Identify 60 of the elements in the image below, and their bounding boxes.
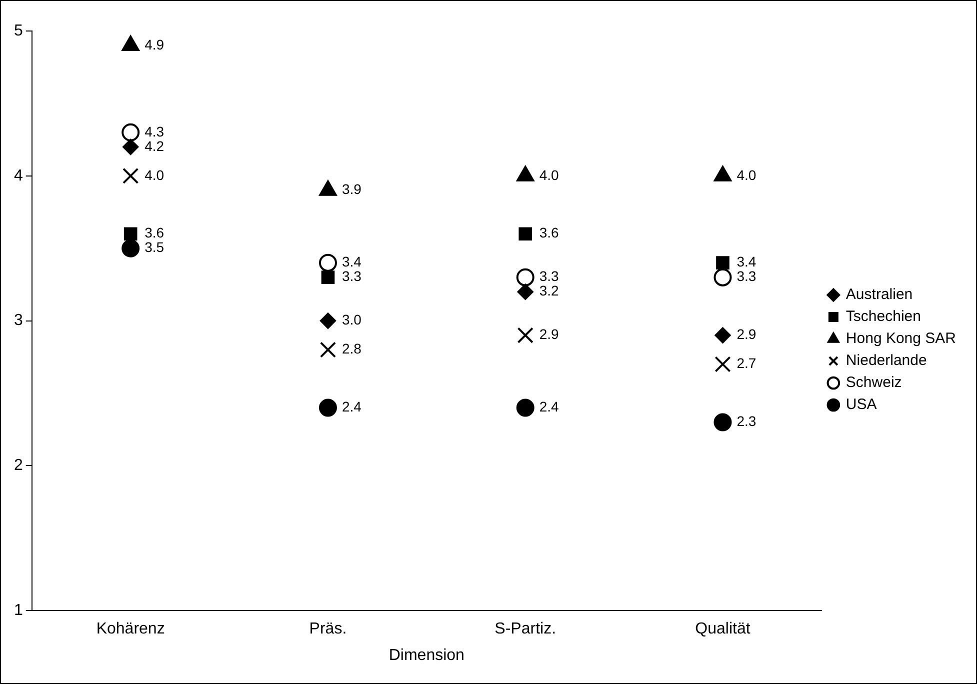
legend-label: Schweiz: [846, 374, 902, 392]
data-label: 3.5: [144, 239, 164, 256]
point: [318, 398, 337, 417]
point: [516, 398, 534, 417]
point: [714, 413, 732, 432]
y-tick-label: 4: [14, 167, 23, 184]
data-label: 4.9: [144, 36, 164, 52]
y-tick-label: 3: [14, 312, 23, 330]
point: [320, 312, 336, 329]
x-tick-label: S-Partiz.: [494, 620, 556, 638]
data-label: 2.4: [342, 398, 362, 415]
legend-label: Australien: [846, 286, 913, 304]
data-label: 3.6: [144, 224, 164, 241]
data-label: 4.2: [144, 138, 164, 154]
data-label: 2.7: [736, 355, 756, 372]
data-label: 3.0: [342, 312, 362, 328]
legend-label: Niederlande: [846, 352, 927, 370]
data-label: 2.3: [736, 413, 756, 430]
point: [122, 138, 139, 155]
point: [122, 239, 140, 258]
point: [124, 227, 138, 241]
x-tick-label: Qualität: [695, 620, 751, 638]
data-label: 3.6: [539, 224, 560, 241]
x-tick-label: Kohärenz: [96, 620, 165, 638]
point: [517, 284, 534, 300]
data-label: 4.0: [736, 166, 756, 183]
point: [318, 254, 337, 272]
x-tick-label: Präs.: [309, 620, 347, 638]
point: [716, 256, 730, 270]
data-label: 3.3: [539, 268, 560, 284]
point: [518, 227, 532, 241]
data-label: 3.9: [342, 181, 362, 198]
legend-label: Tschechien: [846, 308, 921, 326]
data-label: 2.9: [736, 326, 756, 342]
y-tick-label: 2: [14, 457, 23, 474]
point: [714, 356, 731, 372]
data-label: 4.0: [539, 166, 560, 183]
point: [517, 327, 534, 344]
point: [714, 327, 731, 344]
data-label: 4.0: [144, 166, 164, 183]
data-label: 2.4: [539, 398, 560, 415]
point: [122, 123, 140, 142]
point: [321, 270, 335, 284]
legend-label: Hong Kong SAR: [846, 330, 956, 348]
data-label: 2.9: [539, 326, 560, 342]
legend-label: USA: [846, 396, 877, 414]
data-label: 3.4: [342, 254, 362, 270]
data-label: 3.3: [736, 268, 756, 284]
data-label: 2.8: [342, 340, 362, 357]
data-label: 3.3: [342, 268, 362, 284]
data-label: 3.4: [736, 254, 756, 270]
y-tick-label: 5: [14, 22, 23, 40]
point: [320, 342, 336, 358]
data-label: 4.3: [144, 123, 164, 140]
point: [714, 268, 732, 286]
x-axis-title: Dimension: [388, 646, 464, 664]
point: [122, 168, 139, 184]
y-tick-label: 1: [14, 602, 23, 620]
data-label: 3.2: [539, 282, 560, 299]
point: [516, 268, 534, 286]
